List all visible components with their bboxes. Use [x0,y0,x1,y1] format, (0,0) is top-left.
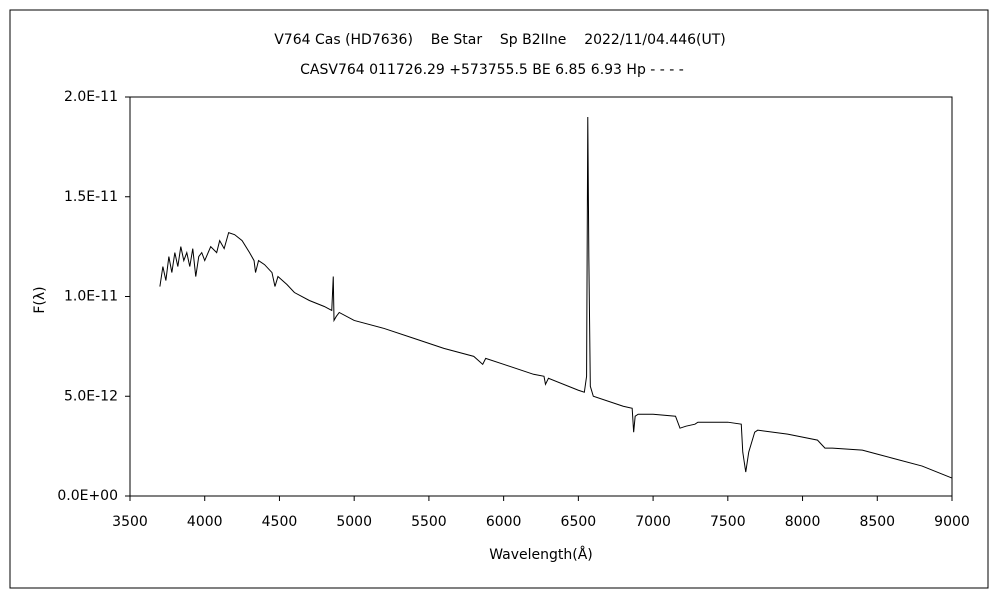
x-tick-label: 4500 [262,514,298,530]
x-tick-label: 8000 [785,514,821,530]
y-tick-label: 0.0E+00 [57,488,118,504]
y-tick-label: 1.0E-11 [64,289,118,305]
x-tick-label: 6500 [561,514,597,530]
x-tick-label: 4000 [187,514,223,530]
y-tick-label: 2.0E-11 [64,89,118,105]
y-tick-label: 5.0E-12 [64,388,118,404]
x-tick-label: 3500 [112,514,148,530]
x-tick-label: 7500 [710,514,746,530]
y-axis-label: F(λ) [32,286,48,313]
x-tick-label: 6000 [486,514,522,530]
chart-subtitle: CASV764 011726.29 +573755.5 BE 6.85 6.93… [300,62,684,78]
x-tick-label: 9000 [934,514,970,530]
x-tick-label: 7000 [635,514,671,530]
chart-title: V764 Cas (HD7636) Be Star Sp B2IIne 2022… [274,32,726,48]
x-tick-label: 5500 [411,514,447,530]
y-tick-label: 1.5E-11 [64,189,118,205]
x-tick-label: 5000 [336,514,372,530]
chart-border [9,9,989,589]
x-axis-label: Wavelength(Å) [489,546,593,563]
x-tick-label: 8500 [859,514,895,530]
spectrum-line [159,116,953,479]
